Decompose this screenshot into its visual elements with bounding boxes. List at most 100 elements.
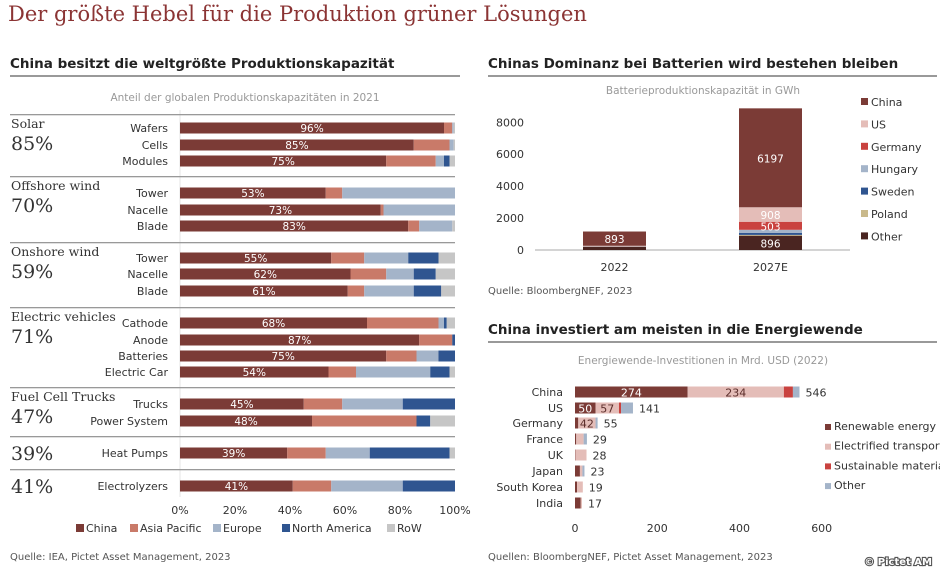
row-label: Electric Car bbox=[105, 366, 169, 379]
bar-segment-germany bbox=[739, 221, 802, 230]
china-share-label: 54% bbox=[243, 367, 266, 379]
bar-segment-china bbox=[180, 415, 312, 427]
bar-segment-north-america bbox=[444, 155, 450, 167]
legend-swatch bbox=[861, 142, 868, 150]
bar-segment-china bbox=[180, 220, 409, 232]
bar-segment-asia-pacific bbox=[350, 268, 387, 280]
group-separator bbox=[10, 436, 455, 438]
row-label: Wafers bbox=[130, 122, 168, 135]
legend-item: US bbox=[861, 118, 886, 131]
category-label: UK bbox=[548, 449, 564, 462]
x-category-label: 2022 bbox=[601, 261, 629, 274]
legend-label: Germany bbox=[871, 141, 922, 154]
bar-segment-electrified-transport bbox=[576, 433, 584, 445]
bar-segment-renewable-energy bbox=[575, 433, 577, 445]
total-value-label: 17 bbox=[588, 498, 602, 511]
x-tick-label: 100% bbox=[439, 504, 470, 517]
bar-segment-china bbox=[180, 285, 348, 297]
bar-segment-north-america bbox=[413, 285, 442, 297]
group-name: Solar bbox=[11, 116, 45, 131]
bar-segment-north-america bbox=[452, 334, 455, 346]
x-tick-label: 0 bbox=[572, 522, 579, 535]
bar-segment-north-america bbox=[416, 415, 431, 427]
legend-swatch bbox=[825, 424, 831, 430]
china-share-label: 41% bbox=[225, 481, 248, 493]
group-share: 39% bbox=[11, 443, 53, 465]
bar-segment-north-america bbox=[402, 398, 455, 410]
legend-label: Other bbox=[834, 479, 866, 492]
bar-segment-other bbox=[582, 465, 585, 477]
bar-segment-asia-pacific bbox=[386, 155, 436, 167]
bar-segment-sustainable-materials bbox=[783, 386, 793, 398]
bar-segment-north-america bbox=[438, 350, 455, 362]
legend-label: Renewable energy bbox=[834, 420, 937, 433]
bar-segment-row bbox=[430, 415, 455, 427]
legend-swatch bbox=[76, 524, 84, 532]
legend-item: Sweden bbox=[861, 186, 914, 199]
legend-label: Hungary bbox=[871, 163, 918, 176]
china-share-label: 83% bbox=[282, 221, 305, 233]
legend-item: Other bbox=[825, 479, 866, 492]
x-tick-label: 400 bbox=[729, 522, 750, 535]
bar-segment-europe bbox=[416, 350, 439, 362]
bar-segment-renewable-energy bbox=[575, 417, 579, 429]
bar-segment-asia-pacific bbox=[380, 204, 384, 216]
group-separator bbox=[10, 469, 455, 471]
segment-value-label: 57 bbox=[600, 403, 614, 416]
bar-segment-row bbox=[441, 285, 455, 297]
legend-swatch bbox=[861, 120, 868, 128]
bar-segment-china bbox=[180, 122, 444, 134]
legend-label: China bbox=[871, 96, 902, 109]
legend-label: Europe bbox=[223, 522, 262, 535]
x-tick-label: 0% bbox=[171, 504, 188, 517]
legend-item: Renewable energy bbox=[825, 420, 937, 433]
bar-segment-row bbox=[449, 447, 455, 459]
row-label: Modules bbox=[122, 155, 168, 168]
investment-heading-rule bbox=[488, 341, 937, 343]
category-label: Japan bbox=[531, 465, 563, 478]
category-label: US bbox=[548, 402, 563, 415]
group-separator bbox=[10, 176, 455, 178]
china-share-label: 48% bbox=[234, 416, 257, 428]
y-tick-label: 8000 bbox=[496, 116, 524, 129]
legend-item: North America bbox=[282, 522, 372, 535]
china-share-label: 75% bbox=[271, 351, 294, 363]
china-share-label: 96% bbox=[300, 123, 323, 135]
page-title: Der größte Hebel für die Produktion grün… bbox=[8, 2, 587, 26]
row-label: Electrolyzers bbox=[97, 480, 168, 493]
legend-label: RoW bbox=[397, 522, 422, 535]
y-tick-label: 4000 bbox=[496, 180, 524, 193]
legend-swatch bbox=[861, 165, 868, 173]
bar-segment-china bbox=[180, 398, 304, 410]
bar-segment-europe bbox=[386, 268, 414, 280]
legend-swatch bbox=[825, 463, 831, 470]
bar-segment-asia-pacific bbox=[413, 139, 450, 151]
bar-segment-europe bbox=[419, 220, 453, 232]
china-share-label: 75% bbox=[271, 156, 294, 168]
bar-segment-electrified-transport bbox=[575, 449, 587, 461]
group-2: Onshore wind 59% Tower 55% Nacelle 62% Blade 61… bbox=[11, 244, 455, 298]
investment-chart: China 274 234 546 US 50 57 141 Germany 42 55 France… bbox=[496, 386, 940, 535]
legend-item: Electrified transport bbox=[825, 440, 940, 453]
row-label: Cells bbox=[142, 139, 169, 152]
total-value-label: 29 bbox=[593, 434, 607, 447]
total-value-label: 546 bbox=[805, 387, 826, 400]
bar-segment-china bbox=[180, 334, 420, 346]
legend-item: Germany bbox=[861, 141, 922, 154]
legend-item: Other bbox=[861, 230, 903, 243]
bar-segment-north-america bbox=[402, 480, 455, 492]
bar-segment-row bbox=[453, 122, 455, 134]
group-name: Electric vehicles bbox=[11, 309, 116, 324]
legend-label: Poland bbox=[871, 208, 908, 221]
segment-value-label: 234 bbox=[725, 387, 746, 400]
bar-segment-china bbox=[180, 480, 293, 492]
bar-segment-electrified-transport bbox=[577, 481, 583, 493]
legend-label: Asia Pacific bbox=[140, 522, 202, 535]
x-tick-label: 20% bbox=[223, 504, 247, 517]
segment-value-label: 42 bbox=[580, 418, 594, 431]
y-tick-label: 6000 bbox=[496, 148, 524, 161]
bar-segment-electrified-transport bbox=[578, 417, 596, 429]
row-label: Heat Pumps bbox=[102, 447, 169, 460]
segment-value-label: 50 bbox=[578, 403, 592, 416]
